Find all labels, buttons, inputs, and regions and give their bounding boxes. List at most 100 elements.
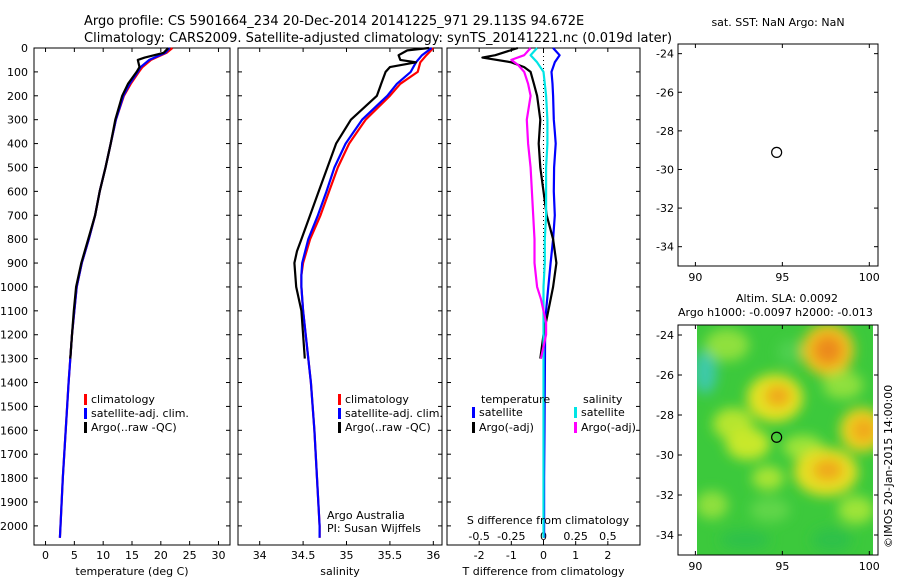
sla-heatmap bbox=[697, 325, 873, 555]
difference-series-0-line bbox=[542, 47, 561, 538]
difference-legend-swatch bbox=[472, 422, 475, 433]
difference-xtick-label: 0 bbox=[540, 549, 547, 562]
sla_map-xtick-label: 90 bbox=[688, 560, 702, 573]
sst_map-ytick-label: -28 bbox=[656, 125, 674, 138]
sst-map-frame bbox=[677, 43, 879, 267]
sla-map: 90 95 100 -24 -26 -28 -30 -32 -34 bbox=[656, 325, 880, 573]
temperature-series-2-line bbox=[69, 47, 170, 359]
salinity-legend-label: Argo(..raw -QC) bbox=[345, 421, 431, 434]
depth-tick-label: 1800 bbox=[0, 472, 28, 485]
temperature-legend-swatch bbox=[84, 422, 87, 433]
salinity-plot-frame bbox=[237, 47, 443, 546]
temperature-xtick-label: 0 bbox=[42, 549, 49, 562]
sst_map-ytick-label: -34 bbox=[656, 241, 674, 254]
difference-s-tick-label: 0.5 bbox=[599, 530, 617, 543]
sst_map-ytick-label: -26 bbox=[656, 86, 674, 99]
depth-tick-label: 1700 bbox=[0, 448, 28, 461]
sla_map-ytick-label: -26 bbox=[656, 369, 674, 382]
salinity-chart: 34 34.5 35 35.5 36 salinity climatologysatelli… bbox=[238, 46, 443, 578]
sst-map: 90 95 100 -24 -26 -28 -30 -32 -34 bbox=[656, 44, 880, 284]
difference-s-tick-label: 0.25 bbox=[563, 530, 588, 543]
sst-map-title: sat. SST: NaN Argo: NaN bbox=[711, 16, 844, 29]
salinity-legend-swatch bbox=[338, 408, 341, 419]
sla_map-ytick-label: -32 bbox=[656, 489, 674, 502]
temperature-legend-label: climatology bbox=[91, 393, 155, 406]
difference-xlabel: T difference from climatology bbox=[462, 565, 625, 578]
s-difference-axis-label: S difference from climatology bbox=[467, 514, 630, 527]
difference-xtick-label: -1 bbox=[506, 549, 517, 562]
sla_map-ytick-label: -34 bbox=[656, 529, 674, 542]
difference-series-1-line bbox=[481, 46, 558, 359]
depth-tick-label: 1100 bbox=[0, 305, 28, 318]
sla_map-xtick-label: 100 bbox=[859, 560, 880, 573]
depth-tick-label: 0 bbox=[21, 42, 28, 55]
sst_map-ytick-label: -30 bbox=[656, 163, 674, 176]
depth-tick-label: 1000 bbox=[0, 281, 28, 294]
difference-legend-label: satellite bbox=[479, 406, 523, 419]
temperature-chart: 0 5 10 15 20 25 30 temperature (deg C) 0 100 200 30… bbox=[0, 42, 230, 578]
difference-legend-swatch bbox=[472, 407, 475, 418]
salinity-series-1-line bbox=[300, 47, 433, 538]
difference-legend-swatch bbox=[574, 407, 577, 418]
imos-watermark: ©IMOS 20-Jan-2015 14:00:00 bbox=[882, 385, 895, 548]
temperature-xtick-label: 25 bbox=[183, 549, 197, 562]
difference-xtick-label: 2 bbox=[604, 549, 611, 562]
header-line1: Argo profile: CS 5901664_234 20-Dec-2014… bbox=[84, 14, 584, 29]
salinity-legend-swatch bbox=[338, 394, 341, 405]
temperature-xtick-label: 5 bbox=[71, 549, 78, 562]
sla_map-xtick-label: 95 bbox=[775, 560, 789, 573]
salinity-series-0-line bbox=[300, 47, 435, 538]
depth-tick-label: 500 bbox=[7, 161, 28, 174]
annotation-argo-australia: Argo Australia bbox=[327, 509, 405, 522]
sla-map-title: Altim. SLA: 0.0092 bbox=[736, 292, 838, 305]
sst_map-argo-position-marker bbox=[771, 146, 783, 158]
salinity-xlabel: salinity bbox=[320, 565, 360, 578]
depth-tick-label: 400 bbox=[7, 138, 28, 151]
difference-s-tick-label: -0.5 bbox=[468, 530, 489, 543]
difference-legend-swatch bbox=[574, 422, 577, 433]
salinity-series-2-line bbox=[293, 46, 430, 359]
difference-chart: -2 -1 0 1 2 T difference from climatology -0.5… bbox=[447, 46, 640, 578]
depth-tick-label: 100 bbox=[7, 66, 28, 79]
salinity-xtick-label: 35 bbox=[340, 549, 354, 562]
sla-map-frame bbox=[677, 324, 879, 556]
sla-heatmap-blobs bbox=[697, 325, 873, 552]
difference-series-3-line bbox=[510, 47, 548, 359]
sla_map-ytick-label: -24 bbox=[656, 329, 674, 342]
depth-tick-label: 800 bbox=[7, 233, 28, 246]
sst_map-ytick-label: -24 bbox=[656, 48, 674, 61]
difference-xtick-label: -2 bbox=[474, 549, 485, 562]
depth-tick-label: 2000 bbox=[0, 520, 28, 533]
temperature-legend-swatch bbox=[84, 408, 87, 419]
depth-tick-label: 1400 bbox=[0, 377, 28, 390]
temperature-xtick-label: 20 bbox=[154, 549, 168, 562]
sla_map-ytick-label: -30 bbox=[656, 449, 674, 462]
salinity-xtick-label: 35.5 bbox=[378, 549, 403, 562]
salinity-legend-label: satellite-adj. clim. bbox=[345, 407, 443, 420]
depth-tick-label: 300 bbox=[7, 114, 28, 127]
depth-tick-label: 1600 bbox=[0, 424, 28, 437]
temperature-legend-label: satellite-adj. clim. bbox=[91, 407, 189, 420]
depth-tick-label: 1900 bbox=[0, 496, 28, 509]
sla_map-argo-position-marker bbox=[771, 431, 783, 443]
difference-legend-label: satellite bbox=[581, 406, 625, 419]
temperature-xtick-label: 30 bbox=[211, 549, 225, 562]
sst_map-xtick-label: 90 bbox=[688, 271, 702, 284]
temperature-legend-swatch bbox=[84, 394, 87, 405]
sla-map-subtitle: Argo h1000: -0.0097 h2000: -0.013 bbox=[678, 306, 873, 319]
depth-tick-label: 1300 bbox=[0, 353, 28, 366]
depth-tick-label: 600 bbox=[7, 185, 28, 198]
temperature-legend-label: Argo(..raw -QC) bbox=[91, 421, 177, 434]
temperature-xtick-label: 10 bbox=[96, 549, 110, 562]
salinity-xtick-label: 34.5 bbox=[291, 549, 316, 562]
header-line2: Climatology: CARS2009. Satellite-adjuste… bbox=[84, 31, 672, 46]
difference-legend-label: Argo(-adj) bbox=[479, 421, 534, 434]
depth-tick-label: 900 bbox=[7, 257, 28, 270]
difference-legend-header-temperature: temperature bbox=[481, 393, 550, 406]
salinity-xtick-label: 34 bbox=[253, 549, 267, 562]
depth-tick-label: 1200 bbox=[0, 329, 28, 342]
difference-series-2-line bbox=[529, 47, 549, 538]
sst_map-xtick-label: 100 bbox=[859, 271, 880, 284]
temperature-xlabel: temperature (deg C) bbox=[75, 565, 188, 578]
